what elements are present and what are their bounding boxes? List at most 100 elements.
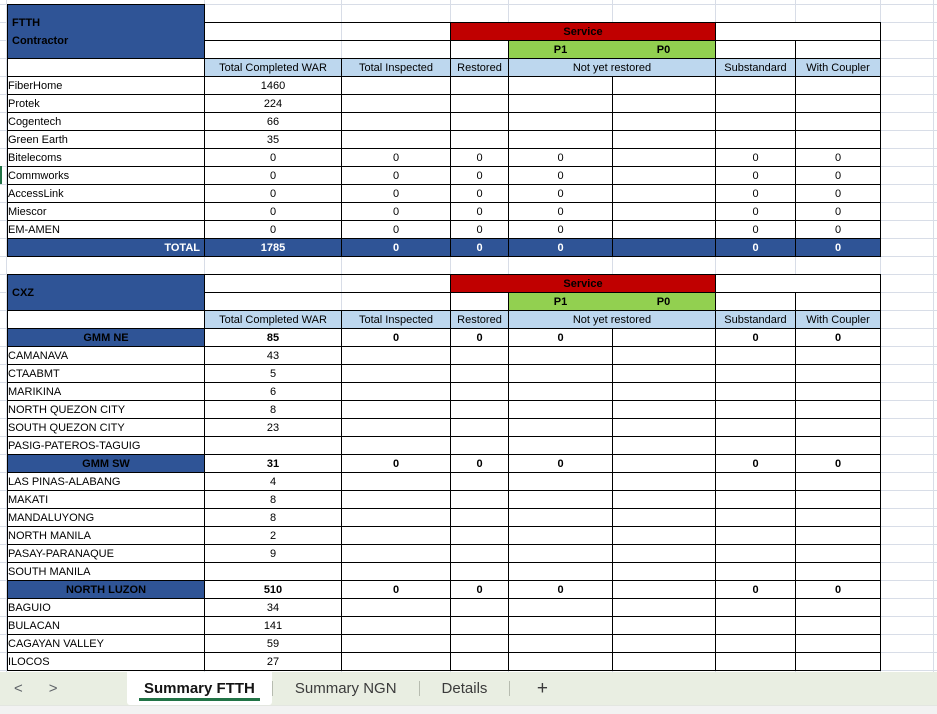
empty-region[interactable]: [205, 5, 881, 23]
cell-p1[interactable]: 0: [508, 166, 613, 185]
cell-p0[interactable]: [612, 382, 716, 401]
cell-coupler[interactable]: 0: [795, 166, 881, 185]
cell-p0[interactable]: [612, 112, 716, 131]
cell-p1[interactable]: [508, 598, 613, 617]
cell-restored[interactable]: 0: [450, 166, 509, 185]
cell-coupler[interactable]: [795, 526, 881, 545]
cell-restored[interactable]: 0: [450, 238, 509, 257]
cell-substandard[interactable]: [715, 400, 796, 419]
cell-coupler[interactable]: [795, 364, 881, 383]
priority-header-cell[interactable]: P1 P0: [508, 40, 716, 59]
cell-coupler[interactable]: 0: [795, 328, 881, 347]
cell-war[interactable]: 4: [204, 472, 342, 491]
cell-war[interactable]: 35: [204, 130, 342, 149]
cell-p1[interactable]: [508, 364, 613, 383]
cell-area-name[interactable]: ILOCOS: [7, 652, 205, 671]
cell-coupler[interactable]: 0: [795, 184, 881, 203]
cell-substandard[interactable]: 0: [715, 202, 796, 221]
cell-p1[interactable]: 0: [508, 148, 613, 167]
cell-restored[interactable]: 0: [450, 580, 509, 599]
cell-coupler[interactable]: [795, 598, 881, 617]
column-header-restored[interactable]: Restored: [450, 310, 509, 329]
cell-restored[interactable]: [450, 616, 509, 635]
cell-substandard[interactable]: 0: [715, 580, 796, 599]
cell-area-name[interactable]: BULACAN: [7, 616, 205, 635]
cell-contractor-name[interactable]: Protek: [7, 94, 205, 113]
cell-substandard[interactable]: 0: [715, 238, 796, 257]
cell-area-name[interactable]: NORTH QUEZON CITY: [7, 400, 205, 419]
cell-p1[interactable]: [508, 634, 613, 653]
cell-restored[interactable]: [450, 400, 509, 419]
cell-war[interactable]: 5: [204, 364, 342, 383]
cell-inspected[interactable]: 0: [341, 148, 451, 167]
corner-cell[interactable]: [7, 310, 205, 329]
cell-area-name[interactable]: BAGUIO: [7, 598, 205, 617]
cell-area-name[interactable]: MAKATI: [7, 490, 205, 509]
cell-restored[interactable]: [450, 76, 509, 95]
cell-war[interactable]: 59: [204, 634, 342, 653]
cell-p0[interactable]: [612, 166, 716, 185]
cell-substandard[interactable]: [715, 436, 796, 455]
cell-coupler[interactable]: [795, 508, 881, 527]
column-header-inspected[interactable]: Total Inspected: [341, 58, 451, 77]
cell-area-name[interactable]: NORTH MANILA: [7, 526, 205, 545]
cell-substandard[interactable]: [715, 112, 796, 131]
cell-area-name[interactable]: PASAY-PARANAQUE: [7, 544, 205, 563]
cell-p0[interactable]: [612, 130, 716, 149]
cell-p1[interactable]: [508, 616, 613, 635]
cell-area-name[interactable]: CAGAYAN VALLEY: [7, 634, 205, 653]
priority-header-cell[interactable]: P1 P0: [508, 292, 716, 311]
cell-inspected[interactable]: [341, 562, 451, 581]
cell-inspected[interactable]: 0: [341, 580, 451, 599]
cell-p1[interactable]: 0: [508, 328, 613, 347]
cell-coupler[interactable]: [795, 634, 881, 653]
cell-war[interactable]: 85: [204, 328, 342, 347]
cell-restored[interactable]: [450, 526, 509, 545]
cell-p1[interactable]: [508, 400, 613, 419]
column-header-with-coupler[interactable]: With Coupler: [795, 58, 881, 77]
cell-p0[interactable]: [612, 328, 716, 347]
cell-substandard[interactable]: 0: [715, 328, 796, 347]
cell-contractor-name[interactable]: EM-AMEN: [7, 220, 205, 239]
cell-restored[interactable]: [450, 436, 509, 455]
cell-coupler[interactable]: [795, 616, 881, 635]
cell-p0[interactable]: [612, 490, 716, 509]
cell-substandard[interactable]: [715, 382, 796, 401]
cell-inspected[interactable]: [341, 346, 451, 365]
cell-p0[interactable]: [612, 94, 716, 113]
cell-p1[interactable]: [508, 508, 613, 527]
cell-war[interactable]: 0: [204, 184, 342, 203]
cell-p0[interactable]: [612, 76, 716, 95]
cell-restored[interactable]: 0: [450, 220, 509, 239]
cell-war[interactable]: 9: [204, 544, 342, 563]
cell-war[interactable]: 224: [204, 94, 342, 113]
cell-restored[interactable]: 0: [450, 328, 509, 347]
cell-inspected[interactable]: [341, 634, 451, 653]
column-header-substandard[interactable]: Substandard: [715, 58, 796, 77]
cell-contractor-name[interactable]: Green Earth: [7, 130, 205, 149]
cell-substandard[interactable]: [715, 94, 796, 113]
cell-restored[interactable]: [450, 130, 509, 149]
cell-area-name[interactable]: MARIKINA: [7, 382, 205, 401]
cell-p1[interactable]: [508, 418, 613, 437]
cell-restored[interactable]: 0: [450, 454, 509, 473]
cell-restored[interactable]: [450, 598, 509, 617]
cell-substandard[interactable]: [715, 598, 796, 617]
cell-substandard[interactable]: 0: [715, 148, 796, 167]
cell-inspected[interactable]: [341, 364, 451, 383]
cell-p1[interactable]: [508, 436, 613, 455]
cell-inspected[interactable]: 0: [341, 220, 451, 239]
cell-area-name[interactable]: CTAABMT: [7, 364, 205, 383]
cell-inspected[interactable]: [341, 436, 451, 455]
cell-p0[interactable]: [612, 454, 716, 473]
cell-inspected[interactable]: [341, 544, 451, 563]
empty-region[interactable]: [204, 22, 451, 41]
cell-p1[interactable]: [508, 544, 613, 563]
cell-restored[interactable]: [450, 652, 509, 671]
cell-p0[interactable]: [612, 184, 716, 203]
cell-substandard[interactable]: [715, 364, 796, 383]
cell-inspected[interactable]: 0: [341, 202, 451, 221]
cell-war[interactable]: 0: [204, 220, 342, 239]
cell-inspected[interactable]: [341, 652, 451, 671]
cell-p0[interactable]: [612, 202, 716, 221]
